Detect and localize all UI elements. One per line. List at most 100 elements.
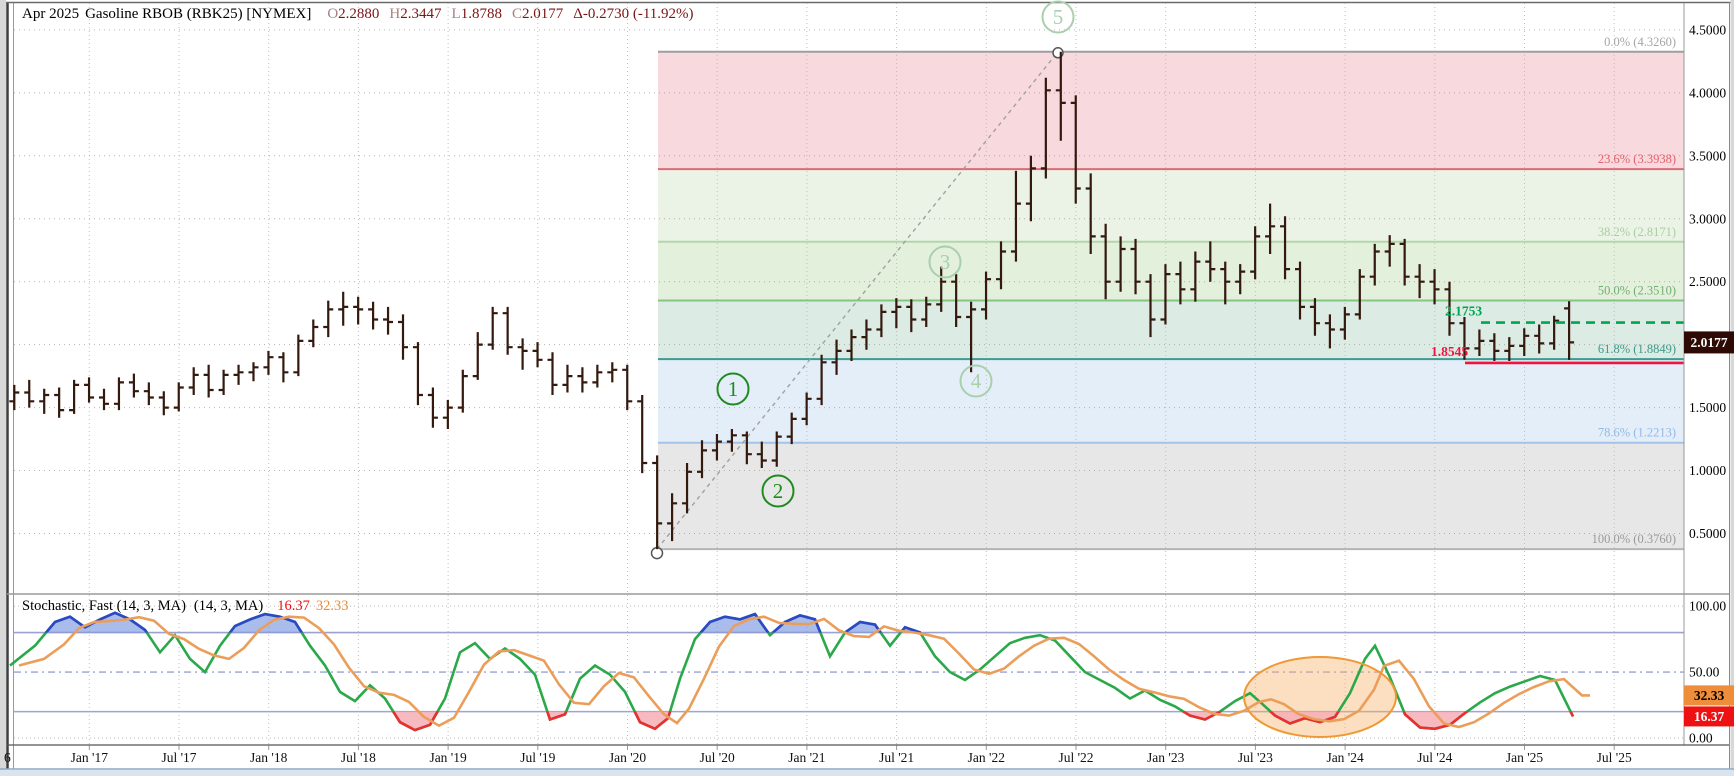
ohlc-bar (427, 387, 438, 428)
svg-text:23.6% (3.3938): 23.6% (3.3938) (1598, 152, 1676, 166)
stochastic-highlight-outline (1243, 656, 1397, 738)
svg-text:0.00: 0.00 (1689, 731, 1713, 746)
ohlc-bar (308, 319, 319, 348)
price-tick-label: 3.5000 (1689, 148, 1726, 163)
ohlc-bar (1175, 261, 1186, 305)
ohlc-bar (906, 299, 917, 333)
ohlc-bar (741, 431, 752, 465)
ohlc-bar (562, 364, 573, 393)
resistance-line: 2.1753 (1445, 304, 1684, 324)
ohlc-bar (457, 369, 468, 413)
svg-text:50.0% (2.3510): 50.0% (2.3510) (1598, 283, 1676, 297)
ohlc-bar (921, 296, 932, 327)
ohlc-bar (233, 364, 244, 385)
ohlc-bar (861, 319, 872, 350)
ohlc-bar (1519, 328, 1530, 356)
ohlc-bar (84, 377, 95, 403)
ohlc-bar (756, 441, 767, 468)
ohlc-bar (1190, 251, 1201, 302)
ohlc-bar (1115, 236, 1126, 292)
ohlc-bar (1085, 173, 1096, 254)
price-tick-label: 4.0000 (1689, 85, 1726, 100)
svg-text:2.1753: 2.1753 (1445, 304, 1482, 319)
price-axis: 4.50004.00003.50003.00002.50002.00001.50… (1689, 22, 1726, 541)
x-tick-label: Jan '20 (609, 750, 647, 765)
ohlc-bar (1564, 301, 1575, 360)
ohlc-bar (218, 369, 229, 395)
contract-label: Apr 2025 (22, 6, 80, 22)
ohlc-bar (711, 434, 722, 461)
svg-text:2.0177: 2.0177 (1690, 335, 1727, 350)
ohlc-bar (607, 362, 618, 383)
ohlc-bar (1235, 264, 1246, 295)
low-value: 1.8788 (460, 6, 502, 22)
ohlc-bar (801, 392, 812, 426)
svg-text:50.00: 50.00 (1689, 665, 1720, 680)
close-label: C (511, 6, 522, 22)
ohlc-bar (24, 379, 35, 408)
low-anchor-marker (650, 546, 664, 560)
ohlc-bar (1145, 274, 1156, 338)
price-tick-label: 3.0000 (1689, 211, 1726, 226)
svg-text:32.33: 32.33 (1694, 688, 1725, 703)
ohlc-bar (368, 301, 379, 330)
ohlc-bar (1295, 261, 1305, 320)
ohlc-bar (69, 379, 80, 414)
ohlc-bar (951, 274, 962, 327)
x-tick-label: Jul '18 (341, 750, 376, 765)
x-tick-label: Jan '17 (71, 750, 109, 765)
ohlc-bar (1354, 269, 1365, 320)
ohlc-bar (323, 300, 334, 338)
ohlc-bar (487, 306, 498, 350)
ohlc-bar (1534, 324, 1545, 354)
price-tick-label: 0.5000 (1689, 526, 1726, 541)
ohlc-bar (1250, 226, 1261, 280)
ohlc-bar (1040, 77, 1051, 179)
price-tick-label: 1.0000 (1689, 463, 1726, 478)
ohlc-bar (1055, 51, 1066, 141)
svg-text:100.00: 100.00 (1689, 599, 1726, 614)
ohlc-bar (786, 412, 797, 445)
ohlc-bar (1220, 261, 1231, 305)
stochastic-plot (9, 611, 1590, 738)
stochastic-axis: 100.00 50.00 0.00 32.33 16.37 (1684, 599, 1734, 746)
ohlc-bar (293, 334, 304, 377)
ohlc-bar (532, 342, 543, 368)
ohlc-bar (652, 455, 663, 550)
ohlc-bar (248, 362, 259, 382)
stochastic-header: Stochastic, Fast (14, 3, MA) (14, 3, MA) 1… (22, 598, 348, 615)
x-tick-label: Jul '22 (1058, 750, 1093, 765)
ohlc-bar (846, 329, 857, 361)
svg-text:16.37: 16.37 (1694, 709, 1725, 724)
ohlc-bar (54, 387, 65, 418)
stochastic-d-value: 32.33 (315, 598, 349, 614)
ohlc-bar (1070, 95, 1081, 204)
ohlc-bar (99, 388, 109, 411)
x-axis: 6 Jan '17 Jul '17 Jan '18 Jul '18 Jan '19 Jul … (4, 745, 1632, 765)
ohlc-bar (353, 296, 364, 325)
ohlc-bars (9, 51, 1575, 550)
ohlc-bar (831, 339, 842, 375)
svg-text:100.0% (0.3760): 100.0% (0.3760) (1592, 532, 1676, 546)
ohlc-bar (1010, 170, 1021, 262)
ohlc-bar (637, 395, 648, 474)
ohlc-bar (726, 429, 737, 452)
elliott-wave-circle (716, 372, 750, 406)
ohlc-bar (682, 463, 693, 514)
svg-text:38.2% (2.8171): 38.2% (2.8171) (1598, 225, 1676, 239)
ohlc-bar (622, 364, 633, 411)
ohlc-bar (1205, 241, 1216, 282)
ohlc-bar (39, 388, 50, 414)
ohlc-bar (203, 364, 214, 398)
ohlc-bar (1444, 281, 1455, 336)
ohlc-bar (1130, 238, 1141, 295)
ohlc-bar (1369, 243, 1380, 286)
ohlc-bar (173, 382, 184, 412)
elliott-wave-labels: 1 2 3 4 5 (716, 0, 1075, 508)
high-label: H (389, 6, 401, 22)
stochastic-params: (14, 3, MA) (193, 598, 264, 614)
high-value: 2.3447 (400, 6, 442, 22)
ohlc-bar (113, 377, 124, 411)
x-tick-label: Jul '23 (1238, 750, 1273, 765)
